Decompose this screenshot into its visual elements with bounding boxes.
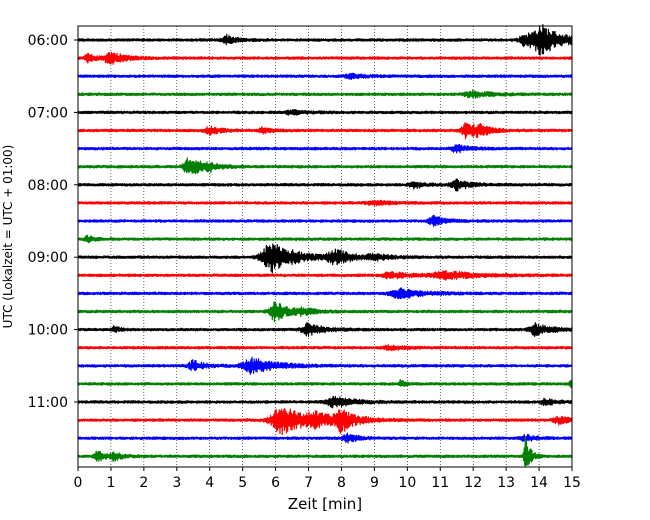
x-tick-label-2: 2 — [139, 475, 148, 491]
x-tick-label-7: 7 — [304, 475, 313, 491]
x-axis-label: Zeit [min] — [288, 495, 362, 513]
y-tick-label: 07:00 — [28, 105, 68, 121]
trace-1000 — [77, 322, 573, 338]
trace-0945 — [77, 301, 573, 323]
trace-1145 — [77, 436, 573, 467]
x-tick-label-15: 15 — [563, 475, 581, 491]
trace-0830 — [77, 214, 573, 227]
trace-0915 — [77, 270, 573, 281]
x-tick-label-1: 1 — [106, 475, 115, 491]
x-tick-label-14: 14 — [530, 475, 548, 491]
y-axis-label: UTC (Lokalzeit = UTC + 01:00) — [1, 145, 15, 329]
trace-1100 — [77, 395, 573, 409]
trace-0815 — [77, 199, 573, 207]
trace-0630 — [77, 72, 573, 80]
plot-frame — [77, 25, 573, 468]
trace-0900 — [77, 243, 573, 274]
trace-0800 — [77, 178, 573, 192]
x-tick-label-3: 3 — [172, 475, 181, 491]
trace-0600 — [77, 24, 573, 56]
y-tick-label: 10:00 — [28, 323, 68, 339]
x-tick-label-6: 6 — [271, 475, 280, 491]
trace-0715 — [77, 122, 573, 140]
y-tick-label: 06:00 — [28, 33, 68, 49]
trace-0615 — [77, 51, 573, 65]
trace-1115 — [77, 408, 573, 436]
x-tick-label-11: 11 — [431, 475, 449, 491]
x-tick-label-13: 13 — [497, 475, 515, 491]
x-tick-label-10: 10 — [398, 475, 416, 491]
x-tick-label-4: 4 — [205, 475, 214, 491]
trace-0930 — [77, 287, 573, 300]
x-tick-label-8: 8 — [337, 475, 346, 491]
y-tick-label: 08:00 — [28, 178, 68, 194]
y-axis-ticks: 06:00 07:00 08:00 09:00 10:00 11:00 — [28, 33, 78, 411]
y-tick-label: 11:00 — [28, 395, 68, 411]
x-tick-label-5: 5 — [238, 475, 247, 491]
seismic-traces — [77, 24, 573, 467]
trace-0700 — [77, 108, 573, 116]
trace-1030 — [77, 356, 573, 375]
x-axis-ticks: 0 1 2 3 4 5 6 7 8 9 10 11 12 13 14 15 — [74, 467, 581, 491]
trace-1015 — [77, 344, 573, 352]
trace-1045 — [77, 379, 573, 390]
trace-1130 — [77, 432, 573, 444]
x-tick-label-0: 0 — [74, 475, 83, 491]
trace-0645 — [77, 89, 573, 99]
y-tick-label: 09:00 — [28, 250, 68, 266]
x-tick-label-9: 9 — [370, 475, 379, 491]
trace-0745 — [77, 157, 573, 175]
trace-0845 — [77, 234, 573, 244]
x-tick-label-12: 12 — [464, 475, 482, 491]
trace-0730 — [77, 143, 573, 154]
